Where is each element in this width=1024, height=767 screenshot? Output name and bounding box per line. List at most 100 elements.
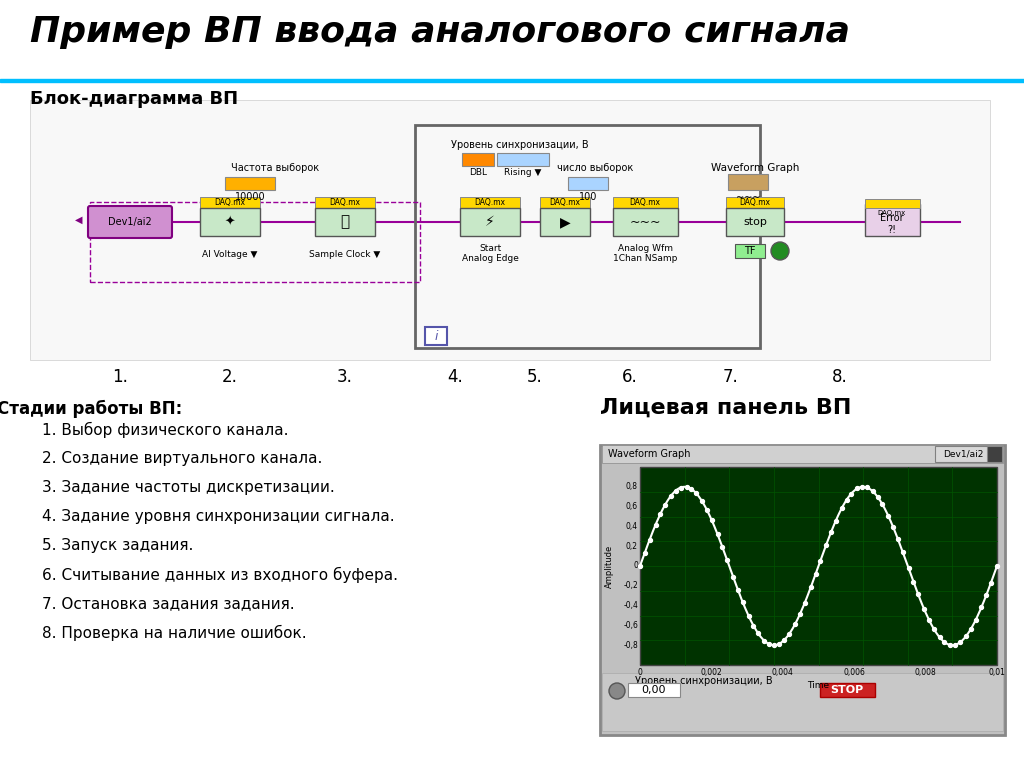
Point [663,489,679,502]
Point [632,560,648,572]
Text: Start: Start [479,244,501,253]
Text: ~~~: ~~~ [736,193,760,203]
Point [803,581,819,594]
Text: DAQ.mx: DAQ.mx [330,198,360,207]
Point [854,481,870,493]
Text: Analog Edge: Analog Edge [462,254,518,263]
Text: Dev1/ai2: Dev1/ai2 [109,217,152,227]
Text: 2. Создание виртуального канала.: 2. Создание виртуального канала. [42,451,323,466]
Bar [728,174,768,190]
Bar [568,177,608,190]
Point [957,630,974,643]
Bar [225,177,275,190]
Text: 0: 0 [638,668,642,677]
Text: 8. Проверка на наличие ошибок.: 8. Проверка на наличие ошибок. [42,625,306,641]
Bar [460,197,520,208]
Text: 4. Задание уровня синхронизации сигнала.: 4. Задание уровня синхронизации сигнала. [42,509,394,524]
Text: Time: Time [808,681,829,690]
Point [834,502,850,514]
Text: 0,006: 0,006 [843,668,865,677]
Point [874,498,891,510]
Point [725,571,741,583]
Text: Уровень синхронизации, В: Уровень синхронизации, В [635,676,773,686]
Text: STOP: STOP [830,685,863,695]
Point [776,634,793,646]
Text: 7.: 7. [722,368,738,386]
Point [647,518,664,531]
Point [668,485,684,497]
Point [652,508,669,520]
Text: ⚡: ⚡ [485,215,495,229]
Text: i: i [434,330,437,343]
Bar [640,467,997,665]
Text: ~~~: ~~~ [630,216,660,229]
Text: DAQ.mx: DAQ.mx [474,198,506,207]
Point [683,483,699,495]
Text: DAQ.mx: DAQ.mx [630,198,660,207]
Point [694,495,711,508]
FancyBboxPatch shape [88,206,172,238]
Text: ▶: ▶ [560,215,570,229]
Point [827,515,844,527]
Text: 3.: 3. [337,368,353,386]
Point [770,638,786,650]
Bar [30,100,990,360]
Point [678,481,694,493]
Text: 1. Выбор физического канала.: 1. Выбор физического канала. [42,422,289,438]
Text: ✦: ✦ [224,216,236,229]
Text: 8.: 8. [833,368,848,386]
Text: Analog Wfm: Analog Wfm [617,244,673,253]
Point [978,589,994,601]
Text: число выборок: число выборок [557,163,633,173]
Point [698,504,715,516]
Point [688,487,705,499]
Point [656,499,673,511]
Text: 7. Остановка задания задания.: 7. Остановка задания задания. [42,596,295,611]
Text: AI Voltage ▼: AI Voltage ▼ [203,250,258,259]
Point [895,546,911,558]
Circle shape [609,683,625,699]
Bar [612,208,678,236]
Point [807,568,823,581]
Point [703,514,720,526]
Point [745,620,762,632]
Text: Уровень синхронизации, В: Уровень синхронизации, В [452,140,589,150]
Text: Sample Clock ▼: Sample Clock ▼ [309,250,381,259]
Text: 6. Считывание данных из входного буфера.: 6. Считывание данных из входного буфера. [42,567,398,583]
Point [673,482,689,494]
Bar [540,208,590,236]
Text: 0,002: 0,002 [700,668,722,677]
Bar [460,208,520,236]
Bar [987,446,1002,462]
Text: Лицевая панель ВП: Лицевая панель ВП [600,398,851,418]
Text: 3. Задание частоты дискретизации.: 3. Задание частоты дискретизации. [42,480,335,495]
Point [787,617,804,630]
Point [936,636,952,648]
Text: -0,6: -0,6 [624,621,638,630]
Point [900,562,916,574]
Text: ⏱: ⏱ [340,215,349,229]
Point [973,601,989,614]
Bar [865,204,920,236]
Bar [415,125,760,348]
Bar [600,445,1005,735]
Point [989,560,1006,572]
Point [818,538,835,551]
Text: 100: 100 [579,192,597,202]
Text: stop: stop [743,217,767,227]
Point [869,491,886,503]
Point [734,596,751,608]
Text: DAQ.mx: DAQ.mx [878,209,906,216]
Text: 0,2: 0,2 [626,542,638,551]
Bar [200,208,260,236]
Text: Частота выборок: Частота выборок [231,163,319,173]
Text: 0: 0 [633,561,638,571]
Text: 4.: 4. [447,368,463,386]
Point [905,575,922,588]
Bar [865,199,920,208]
Text: 0,6: 0,6 [626,502,638,511]
Point [910,588,927,601]
Point [859,482,876,494]
Point [750,627,766,640]
Text: 0,008: 0,008 [914,668,937,677]
